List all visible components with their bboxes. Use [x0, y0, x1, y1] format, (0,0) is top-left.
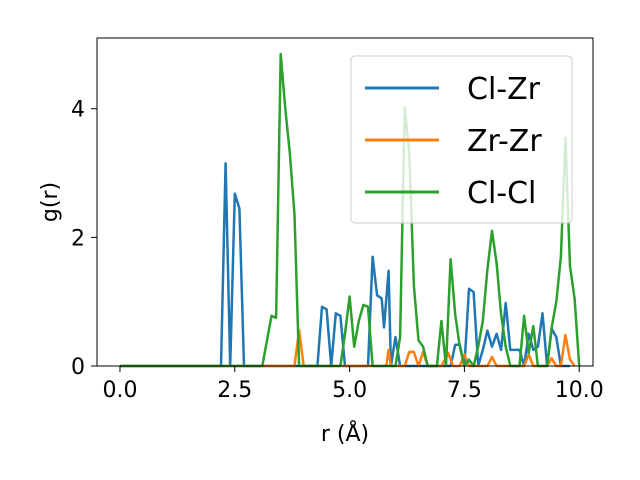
series-line-cl-zr: [120, 162, 570, 368]
x-tick-label: 2.5: [217, 378, 252, 403]
x-axis-label: r (Å): [321, 420, 369, 447]
y-axis-ticks: 0 2 4: [71, 98, 97, 380]
plot-frame: [96, 37, 594, 367]
x-tick-label: 10.0: [555, 378, 604, 403]
y-tick-label: 0: [71, 355, 85, 380]
y-axis-label: g(r): [38, 182, 63, 222]
y-tick-label: 4: [71, 98, 85, 123]
legend-frame: [350, 55, 573, 224]
y-tick-label: 2: [71, 226, 85, 251]
legend: Cl-Zr Zr-Zr Cl-Cl: [350, 55, 573, 224]
legend-label-cl-zr: Cl-Zr: [467, 72, 541, 107]
x-tick-label: 5.0: [332, 378, 367, 403]
x-tick-label: 7.5: [447, 378, 482, 403]
legend-label-zr-zr: Zr-Zr: [467, 124, 542, 159]
x-axis-ticks: 0.0 2.5 5.0 7.5 10.0: [102, 366, 604, 403]
x-tick-label: 0.0: [102, 378, 137, 403]
legend-label-cl-cl: Cl-Cl: [467, 176, 536, 211]
